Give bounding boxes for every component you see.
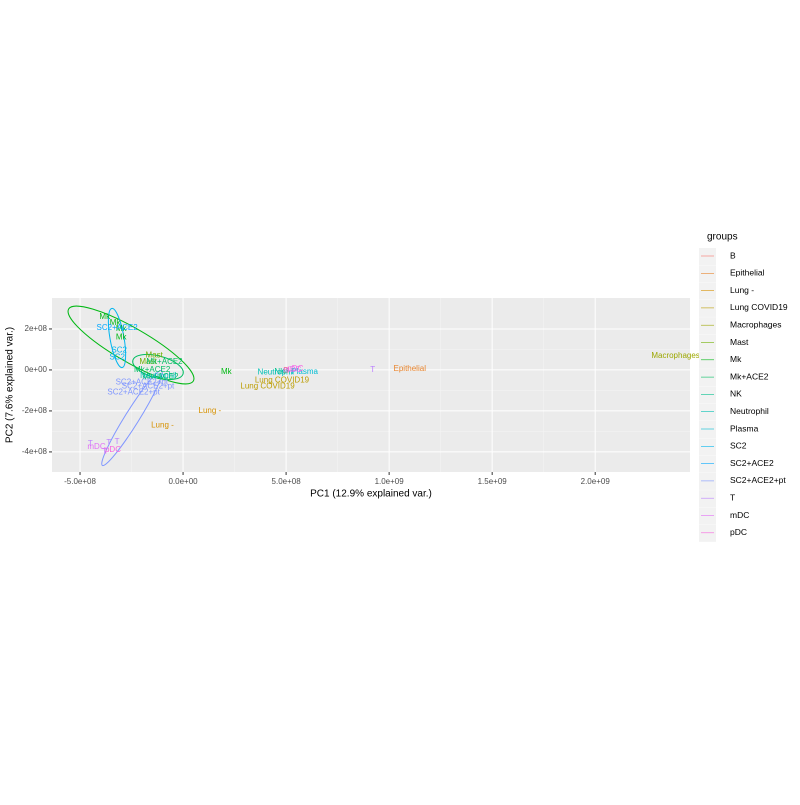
legend-key	[699, 507, 716, 525]
legend-label: pDC	[730, 527, 747, 537]
x-tick-label: 1.5e+09	[478, 477, 508, 486]
legend-label: Mk	[730, 354, 742, 364]
legend-label: Plasma	[730, 423, 759, 433]
x-tick-label: 5.0e+08	[272, 477, 302, 486]
point-label: Lung -	[199, 406, 222, 415]
point-label: T	[115, 437, 120, 446]
legend-key	[699, 421, 716, 438]
legend-label: mDC	[730, 510, 749, 520]
legend-label: T	[730, 492, 735, 502]
ellipse	[101, 369, 163, 467]
point-label: Lung COVID19	[255, 375, 310, 384]
ellipse	[107, 307, 127, 369]
x-tick-label: 0.0e+00	[168, 477, 198, 486]
legend-key	[699, 524, 716, 542]
point-label: Mk	[116, 332, 128, 341]
ellipse	[132, 353, 184, 381]
legend-label: SC2	[730, 441, 747, 451]
legend-key	[699, 438, 716, 456]
ellipses	[67, 305, 195, 467]
y-axis-title: PC2 (7.6% explained var.)	[5, 327, 16, 443]
x-tick-label: 2.0e+09	[581, 477, 611, 486]
point-label: T	[88, 439, 93, 448]
point-label: Mk	[116, 324, 128, 333]
point-label: mDC	[87, 442, 105, 451]
point-label: T	[370, 365, 375, 374]
ellipse	[67, 305, 195, 385]
legend-label: Neutrophil	[730, 406, 769, 416]
point-label: pDC	[105, 445, 121, 454]
legend-label: Mast	[730, 337, 749, 347]
legend-label: Epithelial	[730, 268, 765, 278]
point-label: Plasma	[291, 367, 318, 376]
point-label: SC2+ACE2+pt	[116, 377, 169, 386]
y-tick-label: -2e+08	[22, 406, 48, 415]
legend-key	[699, 265, 716, 283]
point-label: Mast	[146, 351, 164, 360]
point-label: Lung COVID19	[240, 381, 295, 390]
legend-key	[699, 455, 716, 473]
x-axis-title: PC1 (12.9% explained var.)	[310, 489, 432, 500]
legend-key	[699, 317, 716, 335]
legend-key	[699, 386, 716, 404]
legend-label: SC2+ACE2+pt	[730, 475, 786, 485]
legend-label: NK	[730, 389, 742, 399]
point-label: Neutrophil	[258, 368, 295, 377]
legend-label: Lung COVID19	[730, 302, 788, 312]
legend-key	[699, 403, 716, 421]
grid	[52, 298, 690, 472]
points: B Epithelial Lung - Lung - Lung COVID19Lung …	[87, 312, 699, 456]
point-label: Epithelial	[394, 364, 427, 373]
point-label: mDC	[283, 365, 301, 374]
legend-key	[699, 490, 716, 508]
y-tick-label: 0e+00	[25, 365, 48, 374]
legend-label: Macrophages	[730, 319, 782, 329]
legend-key	[699, 248, 716, 265]
point-label: Neutrophil	[140, 371, 177, 380]
point-label: SC2	[109, 353, 125, 362]
legend-key	[699, 334, 716, 352]
point-label: Mk+ACE2	[134, 365, 171, 374]
point-label: Mk	[110, 318, 122, 327]
legend-label: B	[730, 250, 736, 260]
point-label: Mk+ACE2	[146, 357, 183, 366]
point-label: SC2+ACE2+pt	[107, 388, 160, 397]
point-label: Mk+ACE2	[142, 372, 179, 381]
legend-key	[699, 472, 716, 490]
point-label: Mk	[221, 367, 233, 376]
legend-key	[699, 299, 716, 317]
legend-key	[699, 282, 716, 300]
point-label: Macrophages	[651, 351, 699, 360]
legend-label: Mk+ACE2	[730, 371, 769, 381]
legend-key	[699, 369, 716, 387]
point-label: SC2	[111, 346, 127, 355]
point-label: pDC	[287, 364, 303, 373]
point-label: T	[102, 447, 107, 456]
point-label: B	[283, 366, 288, 375]
legend-label: SC2+ACE2	[730, 458, 774, 468]
point-label: T	[106, 438, 111, 447]
x-tick-label: -5.0e+08	[64, 477, 96, 486]
x-tick-label: 1.0e+09	[375, 477, 405, 486]
point-label: Mk	[99, 312, 111, 321]
point-label: Lung -	[151, 420, 174, 429]
legend-title: groups	[707, 232, 738, 243]
point-label: NK	[274, 367, 286, 376]
y-tick-label: 2e+08	[25, 324, 48, 333]
point-label: Mast	[139, 357, 157, 366]
point-label: SC2+ACE2+pt	[122, 381, 175, 390]
legend: B Epithelial Lung - Lung COVID19 Macrophages…	[699, 248, 788, 542]
point-label: SC2+ACE2	[97, 323, 139, 332]
legend-label: Lung -	[730, 285, 754, 295]
legend-key	[699, 351, 716, 369]
y-tick-label: -4e+08	[22, 447, 48, 456]
